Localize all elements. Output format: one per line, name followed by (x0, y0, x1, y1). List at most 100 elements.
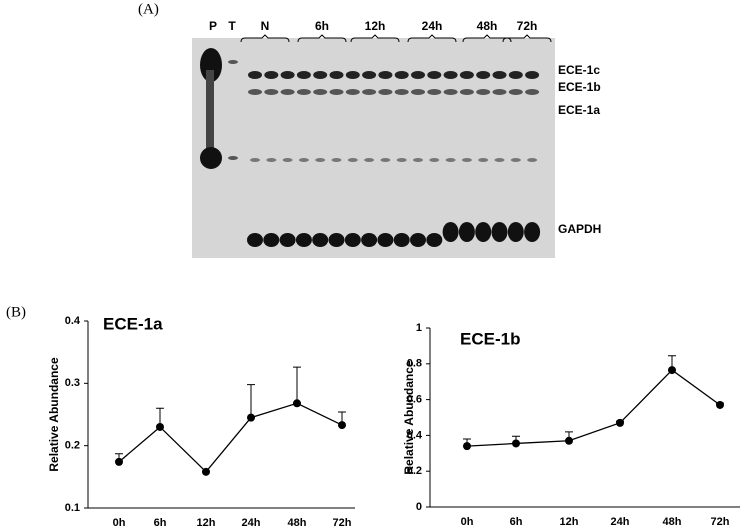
band-label: ECE-1b (558, 80, 601, 94)
band (266, 158, 277, 162)
bracket (407, 34, 457, 43)
band (508, 71, 523, 79)
point (668, 366, 676, 375)
band (313, 89, 328, 95)
band (394, 89, 409, 95)
band (248, 71, 262, 79)
band (228, 156, 238, 160)
point (716, 400, 724, 409)
band (315, 158, 326, 162)
band (200, 147, 222, 169)
error-bar (293, 366, 301, 404)
band (429, 158, 440, 162)
band (264, 71, 279, 79)
lane-label: P (209, 19, 217, 33)
x-tick-label: 24h (611, 516, 630, 528)
lane-label: 24h (422, 19, 443, 33)
band (411, 71, 425, 79)
smear (206, 70, 214, 160)
band (378, 71, 393, 79)
lane-label: 48h (477, 19, 498, 33)
band (459, 71, 474, 79)
band (525, 89, 540, 95)
bracket (240, 34, 290, 43)
band (247, 233, 263, 247)
y-tick-label: 0.8 (407, 358, 422, 370)
point (293, 399, 301, 408)
bracket (297, 34, 347, 43)
lane-label: T (228, 19, 236, 33)
band (478, 158, 489, 162)
band (312, 233, 329, 247)
band (476, 89, 491, 95)
y-tick-label: 0.4 (407, 429, 423, 441)
band (492, 89, 507, 95)
x-tick-label: 12h (560, 516, 579, 528)
point (463, 442, 471, 451)
x-tick-label: 12h (197, 517, 216, 529)
band (411, 89, 425, 95)
band (264, 89, 279, 95)
band (442, 222, 459, 242)
chart-title: ECE-1a (103, 314, 163, 333)
band (329, 89, 344, 95)
band-label: ECE-1a (558, 103, 600, 117)
band (280, 71, 295, 79)
y-tick-label: 0.2 (407, 465, 422, 477)
band (377, 233, 394, 247)
band (344, 233, 361, 247)
y-axis-label: Relative Abundance (402, 360, 416, 475)
band (364, 158, 375, 162)
x-tick-label: 72h (333, 517, 352, 529)
band-label: ECE-1c (558, 63, 600, 77)
point (616, 418, 624, 427)
band (396, 158, 407, 162)
band (250, 158, 260, 162)
error-bar (247, 384, 255, 418)
y-tick-label: 0.1 (65, 502, 80, 514)
lane-label: N (261, 19, 270, 33)
point (115, 457, 123, 466)
band (508, 89, 523, 95)
y-tick-label: 0.3 (65, 377, 80, 389)
band (426, 233, 443, 247)
point (156, 422, 164, 431)
band (361, 233, 378, 247)
band (298, 158, 309, 162)
line (118, 402, 343, 473)
lane-label: 12h (365, 19, 386, 33)
band (328, 233, 345, 247)
band (393, 233, 410, 247)
point (202, 467, 210, 476)
band (362, 89, 377, 95)
bracket (350, 34, 400, 43)
y-tick-label: 1 (416, 322, 422, 334)
y-tick-label: 0.6 (407, 394, 422, 406)
band (329, 71, 344, 79)
y-tick-label: 0 (416, 501, 422, 513)
band (295, 233, 312, 247)
lane-label: 6h (315, 19, 329, 33)
band (461, 158, 472, 162)
point (247, 413, 255, 422)
band (380, 158, 391, 162)
point (565, 436, 573, 445)
band (347, 158, 358, 162)
band (331, 158, 342, 162)
band (491, 222, 508, 242)
band (507, 222, 524, 242)
band (378, 89, 393, 95)
band (279, 233, 296, 247)
x-tick-label: 0h (461, 516, 474, 528)
band (362, 71, 377, 79)
band (476, 71, 491, 79)
x-tick-label: 6h (510, 516, 523, 528)
band (492, 71, 507, 79)
band-label: GAPDH (558, 222, 601, 236)
band (427, 89, 442, 95)
band (280, 89, 295, 95)
lane-label: 72h (517, 19, 538, 33)
x-tick-label: 0h (113, 517, 126, 529)
y-tick-label: 0.2 (65, 440, 80, 452)
band (394, 71, 409, 79)
